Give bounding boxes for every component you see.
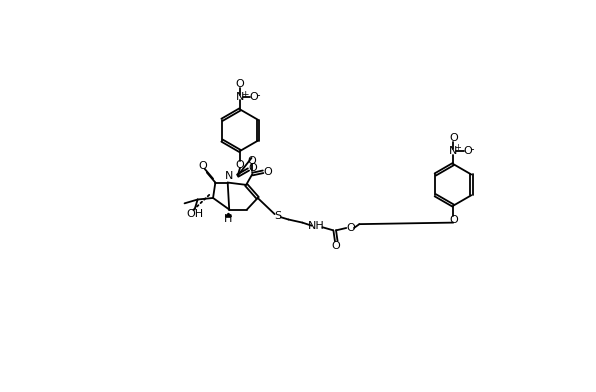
Text: N: N bbox=[236, 92, 244, 102]
Text: O: O bbox=[250, 92, 258, 102]
Text: OH: OH bbox=[186, 209, 203, 219]
Text: +: + bbox=[455, 143, 461, 152]
Text: O: O bbox=[235, 79, 244, 89]
Text: O: O bbox=[449, 214, 458, 225]
Text: O: O bbox=[198, 161, 207, 171]
Text: N: N bbox=[449, 146, 458, 156]
Text: O: O bbox=[449, 133, 458, 143]
Text: O: O bbox=[247, 156, 256, 166]
Text: NH: NH bbox=[308, 221, 325, 230]
Text: O: O bbox=[464, 146, 472, 156]
Text: +: + bbox=[241, 89, 249, 98]
Text: O: O bbox=[263, 167, 272, 177]
Text: H: H bbox=[224, 214, 232, 224]
Text: -: - bbox=[471, 144, 474, 154]
Text: O: O bbox=[346, 223, 355, 233]
Text: N: N bbox=[225, 171, 234, 181]
Text: -: - bbox=[257, 90, 260, 100]
Polygon shape bbox=[225, 213, 231, 216]
Text: O: O bbox=[249, 163, 257, 173]
Text: S: S bbox=[274, 211, 281, 221]
Text: O: O bbox=[235, 160, 244, 170]
Text: O: O bbox=[332, 241, 341, 251]
